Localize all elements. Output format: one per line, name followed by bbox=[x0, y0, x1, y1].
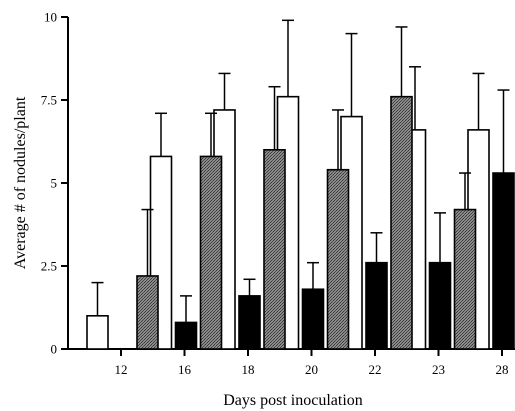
x-tick-label: 12 bbox=[115, 362, 128, 377]
x-tick-label: 28 bbox=[496, 362, 509, 377]
y-tick-label: 7.5 bbox=[41, 93, 57, 108]
y-tick-label: 5 bbox=[51, 176, 58, 191]
bars bbox=[86, 19, 515, 350]
y-tick-label: 0 bbox=[51, 342, 58, 357]
bar bbox=[238, 295, 261, 350]
bar bbox=[326, 168, 350, 350]
x-tick-label: 23 bbox=[432, 362, 445, 377]
labels: 0 2.5 5 7.5 10 12 16 18 20 22 23 28 Days post inocul… bbox=[12, 10, 509, 410]
bar bbox=[263, 149, 286, 350]
bar bbox=[86, 314, 109, 350]
x-tick-label: 20 bbox=[305, 362, 318, 377]
y-tick-label: 10 bbox=[44, 10, 57, 25]
bar bbox=[174, 321, 198, 350]
x-axis-title: Days post inoculation bbox=[223, 392, 363, 409]
x-tick-label: 22 bbox=[369, 362, 382, 377]
y-tick-label: 2.5 bbox=[41, 259, 57, 274]
x-tick-label: 16 bbox=[178, 362, 192, 377]
bar bbox=[136, 275, 159, 350]
y-axis-title: Average # of nodules/plant bbox=[12, 96, 29, 269]
bar bbox=[428, 261, 452, 350]
bar bbox=[453, 208, 477, 350]
bar bbox=[390, 95, 413, 350]
bar bbox=[365, 261, 388, 350]
bar bbox=[301, 288, 325, 350]
x-tick-label: 18 bbox=[242, 362, 255, 377]
bar bbox=[492, 172, 515, 350]
bar bbox=[199, 155, 223, 350]
